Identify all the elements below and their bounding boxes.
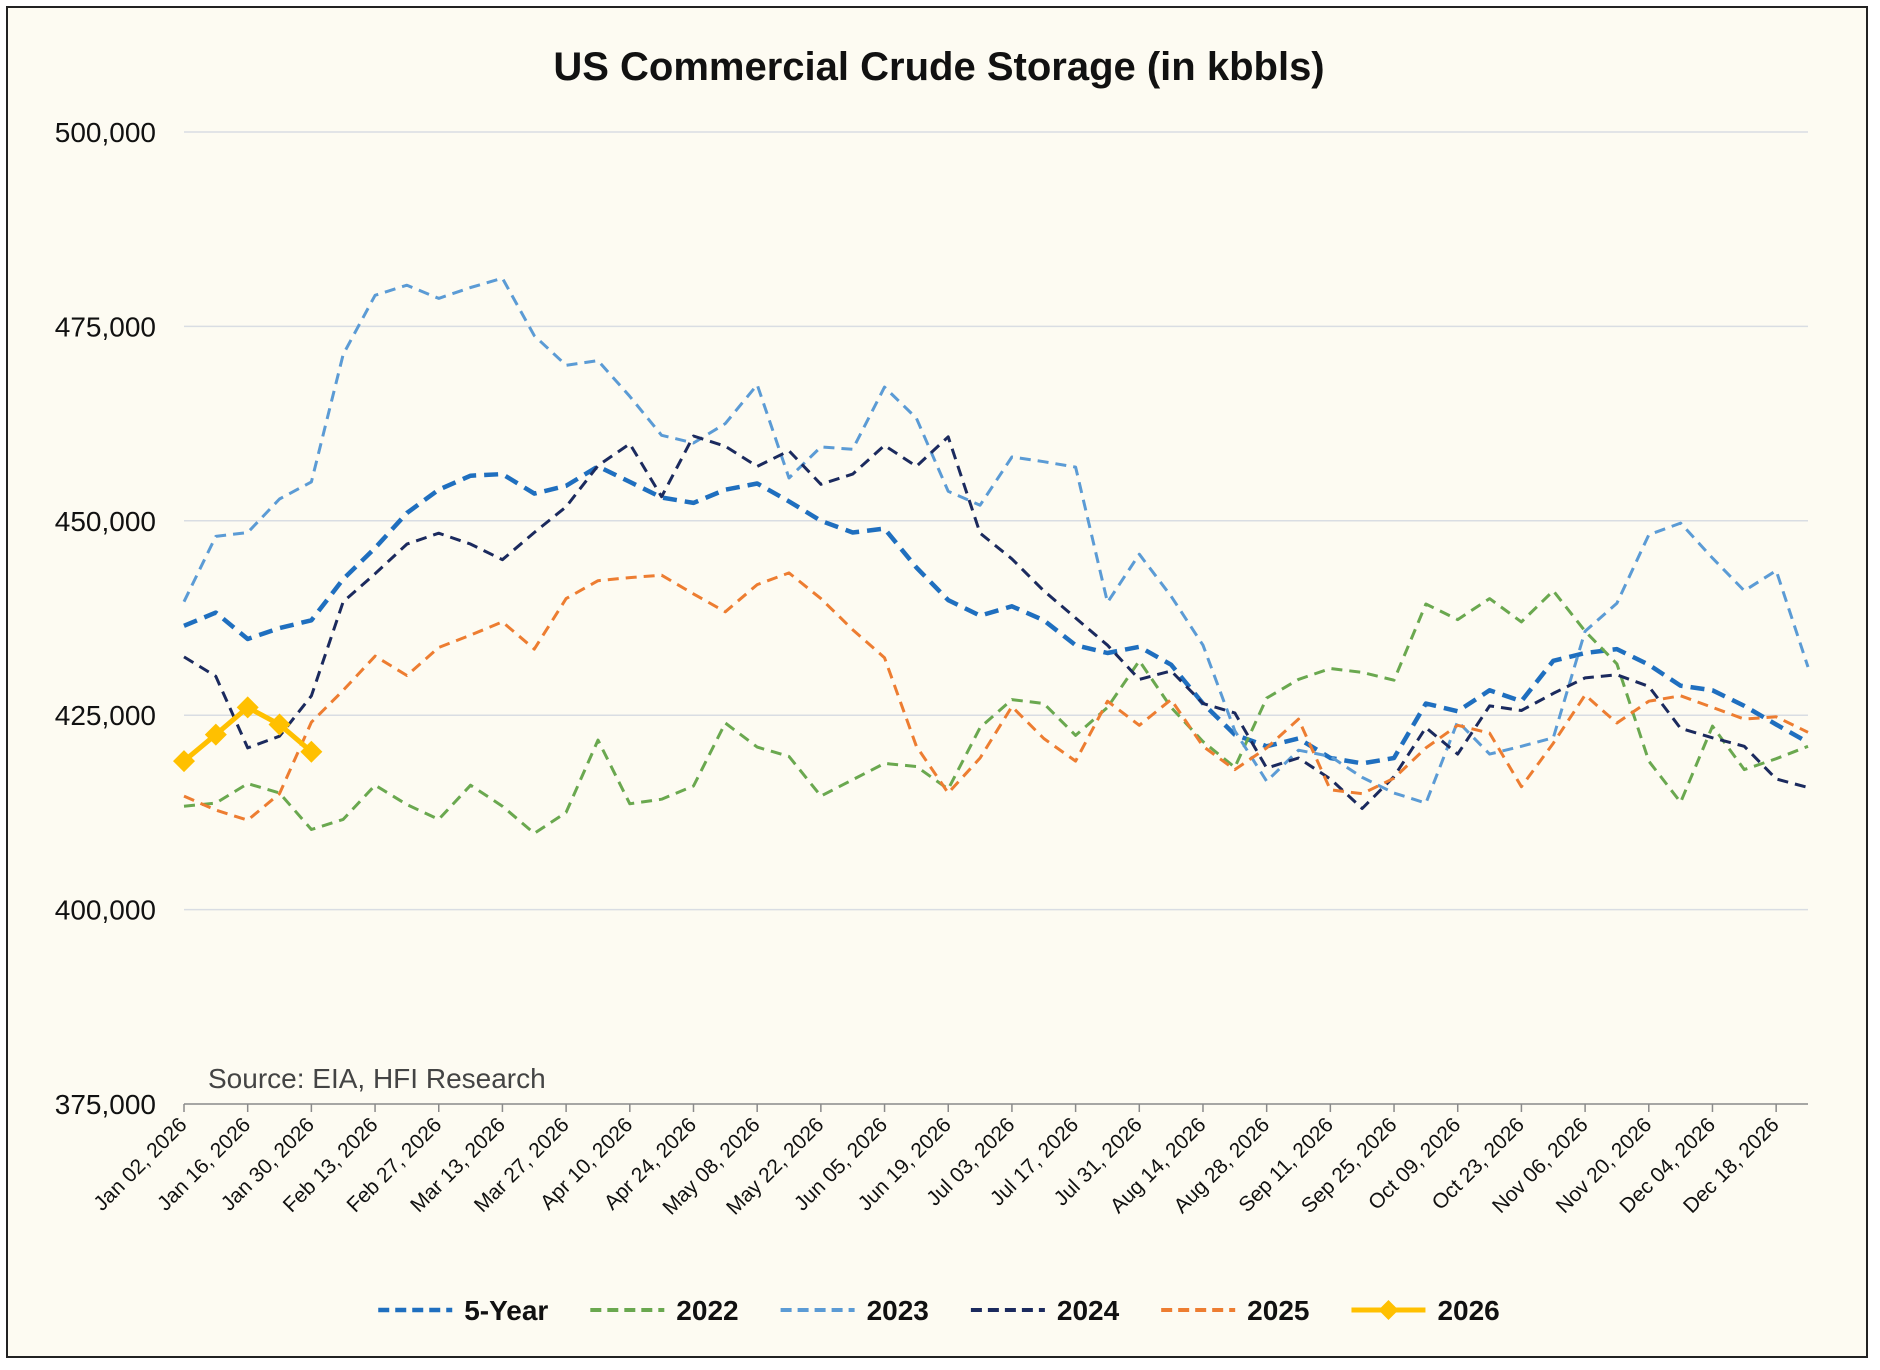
legend-item-2022: 2022 — [590, 1295, 739, 1326]
chart-svg: US Commercial Crude Storage (in kbbls) S… — [55, 45, 1810, 1326]
chart-title: US Commercial Crude Storage (in kbbls) — [553, 45, 1324, 89]
series-line-2023 — [182, 276, 1810, 805]
y-tick-label-475000: 475,000 — [55, 311, 156, 342]
y-tick-label-500000: 500,000 — [55, 117, 156, 148]
series-marker-2026-1 — [204, 723, 227, 746]
series-marker-2026-4 — [300, 740, 323, 763]
y-tick-label-450000: 450,000 — [55, 506, 156, 537]
series-line-2025 — [183, 571, 1809, 822]
grid-layer — [184, 131, 1808, 911]
legend-label-2026: 2026 — [1437, 1295, 1499, 1326]
legend-label-2023: 2023 — [867, 1295, 929, 1326]
series-layer — [173, 276, 1810, 835]
legend-item-2026: 2026 — [1351, 1295, 1500, 1326]
y-tick-label-425000: 425,000 — [55, 700, 156, 731]
legend-label-2025: 2025 — [1247, 1295, 1309, 1326]
series-marker-2026-3 — [268, 713, 291, 736]
y-axis-tick-labels: 375,000 400,000 425,000 450,000 475,000 500,0… — [55, 117, 156, 1120]
legend-label-2022: 2022 — [676, 1295, 738, 1326]
chart-frame: US Commercial Crude Storage (in kbbls) S… — [6, 6, 1868, 1358]
series-marker-2026-2 — [236, 696, 259, 719]
legend-marker-2026 — [1378, 1300, 1399, 1320]
y-tick-label-400000: 400,000 — [55, 895, 156, 926]
legend-item-2024: 2024 — [970, 1295, 1120, 1326]
source-note: Source: EIA, HFI Research — [208, 1063, 546, 1094]
legend-item-2023: 2023 — [780, 1295, 929, 1326]
legend-item-2025: 2025 — [1161, 1295, 1309, 1326]
series-line-2022 — [183, 589, 1809, 835]
legend-label-5-year: 5-Year — [464, 1295, 548, 1326]
axis-layer — [183, 1103, 1808, 1112]
series-line-5-year — [183, 464, 1810, 766]
legend: 5-Year 2022 2023 2024 2025 2026 — [378, 1295, 1500, 1326]
legend-item-5-year: 5-Year — [378, 1295, 548, 1326]
y-tick-label-375000: 375,000 — [55, 1089, 156, 1120]
series-marker-2026-0 — [173, 750, 195, 773]
legend-label-2024: 2024 — [1057, 1295, 1120, 1326]
series-line-2024 — [183, 434, 1809, 810]
